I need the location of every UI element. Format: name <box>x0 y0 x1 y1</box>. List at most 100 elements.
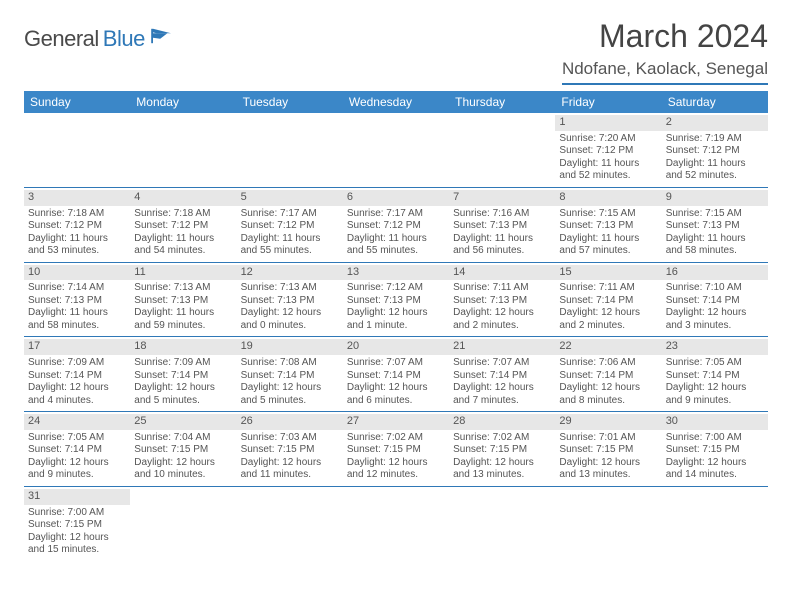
day-number: 18 <box>130 339 236 355</box>
day-cell: 25Sunrise: 7:04 AMSunset: 7:15 PMDayligh… <box>130 412 236 487</box>
sunrise-text: Sunrise: 7:04 AM <box>134 432 232 445</box>
sunset-text: Sunset: 7:14 PM <box>241 370 339 383</box>
daylight-text: and 15 minutes. <box>28 544 126 557</box>
daylight-text: Daylight: 11 hours <box>666 233 764 246</box>
sunrise-text: Sunrise: 7:05 AM <box>28 432 126 445</box>
daylight-text: Daylight: 12 hours <box>241 382 339 395</box>
day-cell: 19Sunrise: 7:08 AMSunset: 7:14 PMDayligh… <box>237 337 343 412</box>
daylight-text: and 0 minutes. <box>241 320 339 333</box>
day-number: 3 <box>24 190 130 206</box>
sunset-text: Sunset: 7:14 PM <box>666 370 764 383</box>
daylight-text: Daylight: 12 hours <box>347 307 445 320</box>
dayname-thu: Thursday <box>449 91 555 113</box>
page: GeneralBlue March 2024 Ndofane, Kaolack,… <box>0 0 792 612</box>
daylight-text: Daylight: 12 hours <box>453 457 551 470</box>
dayname-row: Sunday Monday Tuesday Wednesday Thursday… <box>24 91 768 113</box>
sunrise-text: Sunrise: 7:12 AM <box>347 282 445 295</box>
sunset-text: Sunset: 7:13 PM <box>559 220 657 233</box>
day-number: 30 <box>662 414 768 430</box>
sunrise-text: Sunrise: 7:16 AM <box>453 208 551 221</box>
daylight-text: Daylight: 12 hours <box>134 457 232 470</box>
daylight-text: Daylight: 12 hours <box>347 382 445 395</box>
daylight-text: and 9 minutes. <box>28 469 126 482</box>
day-cell: 1Sunrise: 7:20 AMSunset: 7:12 PMDaylight… <box>555 113 661 187</box>
sunrise-text: Sunrise: 7:20 AM <box>559 133 657 146</box>
sunrise-text: Sunrise: 7:07 AM <box>347 357 445 370</box>
daylight-text: Daylight: 11 hours <box>666 158 764 171</box>
daylight-text: Daylight: 11 hours <box>28 233 126 246</box>
calendar-row: 31Sunrise: 7:00 AMSunset: 7:15 PMDayligh… <box>24 486 768 560</box>
daylight-text: Daylight: 12 hours <box>28 382 126 395</box>
flag-icon <box>151 27 173 45</box>
daylight-text: and 5 minutes. <box>134 395 232 408</box>
day-number: 6 <box>343 190 449 206</box>
header: GeneralBlue March 2024 Ndofane, Kaolack,… <box>24 18 768 85</box>
day-cell: 21Sunrise: 7:07 AMSunset: 7:14 PMDayligh… <box>449 337 555 412</box>
sunset-text: Sunset: 7:14 PM <box>559 295 657 308</box>
sunset-text: Sunset: 7:15 PM <box>453 444 551 457</box>
sunrise-text: Sunrise: 7:03 AM <box>241 432 339 445</box>
sunrise-text: Sunrise: 7:11 AM <box>559 282 657 295</box>
sunset-text: Sunset: 7:14 PM <box>28 444 126 457</box>
daylight-text: Daylight: 11 hours <box>134 233 232 246</box>
dayname-sun: Sunday <box>24 91 130 113</box>
sunrise-text: Sunrise: 7:01 AM <box>559 432 657 445</box>
day-number: 11 <box>130 265 236 281</box>
day-cell: 12Sunrise: 7:13 AMSunset: 7:13 PMDayligh… <box>237 262 343 337</box>
sunset-text: Sunset: 7:15 PM <box>347 444 445 457</box>
day-number: 13 <box>343 265 449 281</box>
daylight-text: and 9 minutes. <box>666 395 764 408</box>
day-number: 9 <box>662 190 768 206</box>
day-cell <box>555 486 661 560</box>
daylight-text: Daylight: 12 hours <box>241 307 339 320</box>
day-number: 2 <box>662 115 768 131</box>
daylight-text: and 1 minute. <box>347 320 445 333</box>
logo-text-blue: Blue <box>103 26 145 52</box>
calendar-row: 24Sunrise: 7:05 AMSunset: 7:14 PMDayligh… <box>24 412 768 487</box>
daylight-text: and 54 minutes. <box>134 245 232 258</box>
day-cell: 31Sunrise: 7:00 AMSunset: 7:15 PMDayligh… <box>24 486 130 560</box>
day-number: 31 <box>24 489 130 505</box>
sunrise-text: Sunrise: 7:15 AM <box>666 208 764 221</box>
day-cell <box>343 486 449 560</box>
day-cell: 11Sunrise: 7:13 AMSunset: 7:13 PMDayligh… <box>130 262 236 337</box>
day-cell: 28Sunrise: 7:02 AMSunset: 7:15 PMDayligh… <box>449 412 555 487</box>
daylight-text: Daylight: 11 hours <box>241 233 339 246</box>
day-cell: 26Sunrise: 7:03 AMSunset: 7:15 PMDayligh… <box>237 412 343 487</box>
day-number: 7 <box>449 190 555 206</box>
day-cell: 24Sunrise: 7:05 AMSunset: 7:14 PMDayligh… <box>24 412 130 487</box>
dayname-fri: Friday <box>555 91 661 113</box>
day-cell <box>130 486 236 560</box>
dayname-wed: Wednesday <box>343 91 449 113</box>
day-cell <box>24 113 130 187</box>
sunset-text: Sunset: 7:12 PM <box>347 220 445 233</box>
sunrise-text: Sunrise: 7:05 AM <box>666 357 764 370</box>
sunset-text: Sunset: 7:15 PM <box>559 444 657 457</box>
calendar-row: 17Sunrise: 7:09 AMSunset: 7:14 PMDayligh… <box>24 337 768 412</box>
sunset-text: Sunset: 7:14 PM <box>347 370 445 383</box>
day-cell: 22Sunrise: 7:06 AMSunset: 7:14 PMDayligh… <box>555 337 661 412</box>
sunset-text: Sunset: 7:13 PM <box>453 295 551 308</box>
day-cell: 10Sunrise: 7:14 AMSunset: 7:13 PMDayligh… <box>24 262 130 337</box>
daylight-text: Daylight: 12 hours <box>559 457 657 470</box>
daylight-text: Daylight: 12 hours <box>666 457 764 470</box>
daylight-text: and 11 minutes. <box>241 469 339 482</box>
sunrise-text: Sunrise: 7:00 AM <box>28 507 126 520</box>
day-number: 21 <box>449 339 555 355</box>
day-number: 17 <box>24 339 130 355</box>
sunset-text: Sunset: 7:15 PM <box>134 444 232 457</box>
daylight-text: and 13 minutes. <box>453 469 551 482</box>
sunrise-text: Sunrise: 7:07 AM <box>453 357 551 370</box>
sunset-text: Sunset: 7:15 PM <box>28 519 126 532</box>
daylight-text: and 14 minutes. <box>666 469 764 482</box>
daylight-text: and 52 minutes. <box>666 170 764 183</box>
day-number: 8 <box>555 190 661 206</box>
dayname-mon: Monday <box>130 91 236 113</box>
day-number: 12 <box>237 265 343 281</box>
sunrise-text: Sunrise: 7:13 AM <box>134 282 232 295</box>
daylight-text: and 55 minutes. <box>347 245 445 258</box>
sunset-text: Sunset: 7:12 PM <box>134 220 232 233</box>
sunset-text: Sunset: 7:13 PM <box>134 295 232 308</box>
daylight-text: and 55 minutes. <box>241 245 339 258</box>
day-cell: 6Sunrise: 7:17 AMSunset: 7:12 PMDaylight… <box>343 187 449 262</box>
